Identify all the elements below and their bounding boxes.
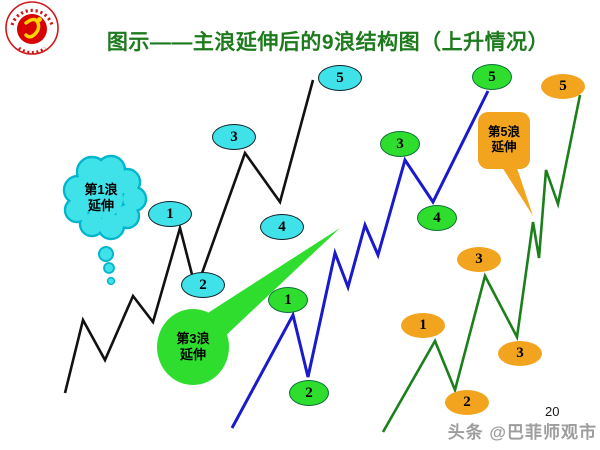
slide-title: 图示——主浪延伸后的9浪结构图（上升情况）	[106, 31, 550, 54]
wave3-circle-callout-shape	[157, 228, 340, 385]
note-line: 第1浪	[84, 182, 118, 197]
note-line: 延伸	[87, 197, 114, 213]
note-line: 第3浪	[176, 331, 210, 346]
wave1-extension-line	[63, 79, 315, 394]
note-line: 延伸	[179, 346, 206, 362]
note-line: 第5浪	[488, 125, 520, 139]
thought-bubble-dot	[106, 276, 116, 286]
wave-label: 1	[401, 313, 445, 338]
wave-label: 3	[457, 247, 501, 272]
wave-label: 5	[541, 74, 585, 99]
wave-label: 4	[417, 205, 457, 231]
note-line: 延伸	[491, 140, 517, 154]
wave-label: 3	[498, 341, 542, 366]
wave-label: 3	[212, 124, 256, 150]
wave-label: 5	[472, 64, 512, 90]
watermark: 头条 @巴菲师观市	[447, 423, 597, 442]
thought-bubble-dot	[103, 262, 115, 274]
wave-label: 4	[260, 214, 304, 240]
logo-bottom-text	[18, 46, 46, 55]
wave-label: 2	[181, 272, 225, 298]
wave-label: 2	[289, 380, 329, 406]
wave-label: 5	[318, 65, 362, 91]
university-seal-logo-icon	[5, 1, 59, 55]
logo-arc-text	[10, 8, 54, 26]
wave-label: 2	[445, 390, 489, 415]
thought-bubble-dot	[98, 246, 114, 262]
wave5-rounded-callout-shape	[478, 112, 533, 216]
wave1-extension-note: 第1浪 延伸	[72, 182, 130, 213]
wave3-extension-line	[230, 90, 490, 429]
wave5-extension-note: 第5浪 延伸	[477, 125, 531, 155]
wave-label: 1	[148, 201, 192, 227]
logo-glyph	[24, 17, 41, 39]
wave-label: 3	[380, 131, 420, 157]
wave3-extension-note: 第3浪 延伸	[164, 331, 222, 362]
wave-label: 1	[268, 287, 308, 313]
thought-bubble-shape	[62, 154, 148, 286]
wave5-extension-line	[381, 94, 582, 433]
page-number: 20	[545, 404, 560, 419]
